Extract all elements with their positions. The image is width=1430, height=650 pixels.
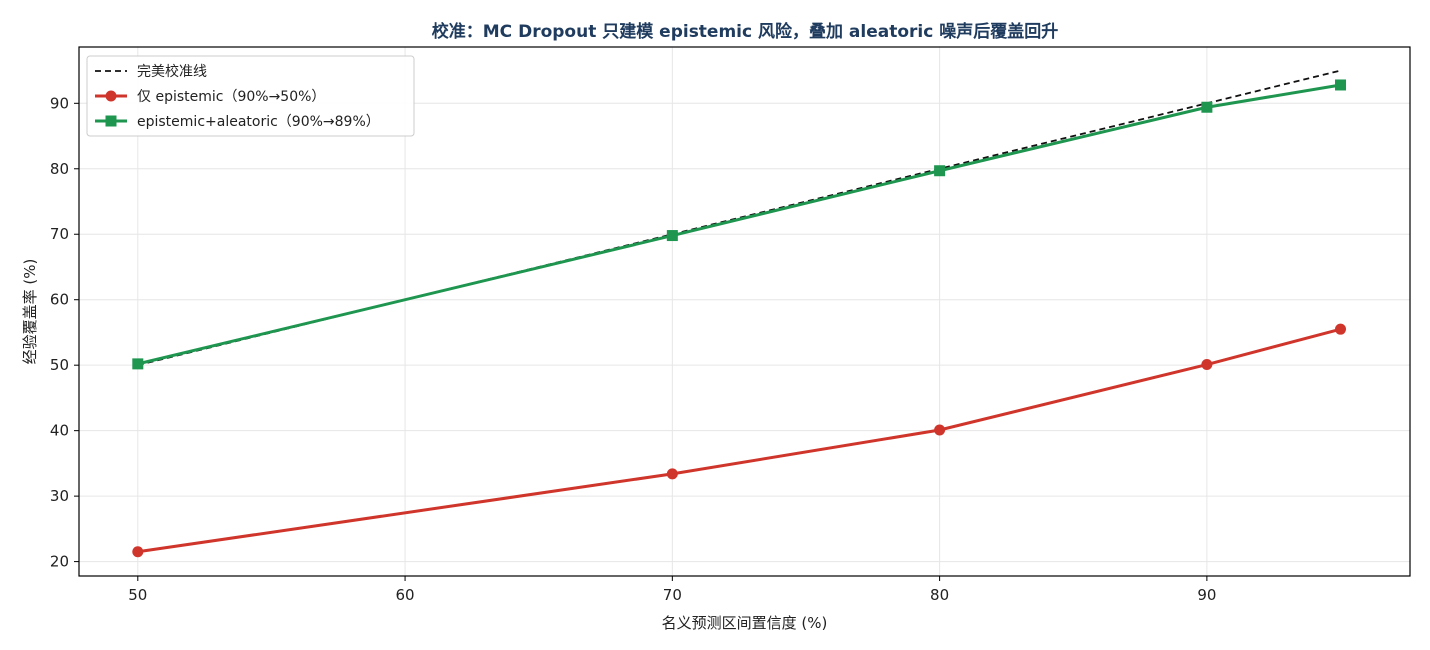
y-tick-label: 30 [50,487,69,505]
series-line-0 [137,69,1341,367]
legend-box [86,55,415,137]
legend-label: epistemic+aleatoric（90%→89%） [137,114,380,130]
data-point [1335,79,1347,91]
data-point [1201,359,1213,371]
data-point [132,546,144,558]
grid [79,47,1410,576]
y-tick-label: 40 [50,422,69,440]
x-tick-label: 60 [396,586,415,604]
axis-ticks: 50 60 70 80 90 20 30 40 50 60 70 80 90 [50,94,1217,604]
y-tick-label: 20 [50,553,69,571]
data-point [934,424,946,436]
chart-title: 校准：MC Dropout 只建模 epistemic 风险，叠加 aleato… [432,21,1058,42]
y-tick-label: 90 [50,94,69,112]
x-tick-label: 70 [663,586,682,604]
x-tick-label: 50 [128,586,147,604]
plot-area-frame [78,46,1411,577]
y-tick-label: 80 [50,160,69,178]
x-axis-label: 名义预测区间置信度 (%) [662,614,828,632]
legend-swatch-marker [105,90,117,102]
series-line-1 [137,327,1341,554]
data-point [666,230,678,242]
data-point [1335,323,1347,335]
x-tick-label: 80 [930,586,949,604]
legend-label: 仅 epistemic（90%→50%） [137,89,325,105]
data-point [666,468,678,480]
legend-label: 完美校准线 [137,63,207,80]
data-point [132,358,144,370]
series-group [132,69,1347,558]
x-tick-label: 90 [1197,586,1216,604]
y-tick-label: 60 [50,291,69,309]
y-axis-label: 经验覆盖率 (%) [21,259,39,365]
y-tick-label: 70 [50,225,69,243]
y-tick-label: 50 [50,356,69,374]
data-point [934,165,946,177]
legend-swatch-marker [105,115,117,127]
data-point [1201,101,1213,113]
